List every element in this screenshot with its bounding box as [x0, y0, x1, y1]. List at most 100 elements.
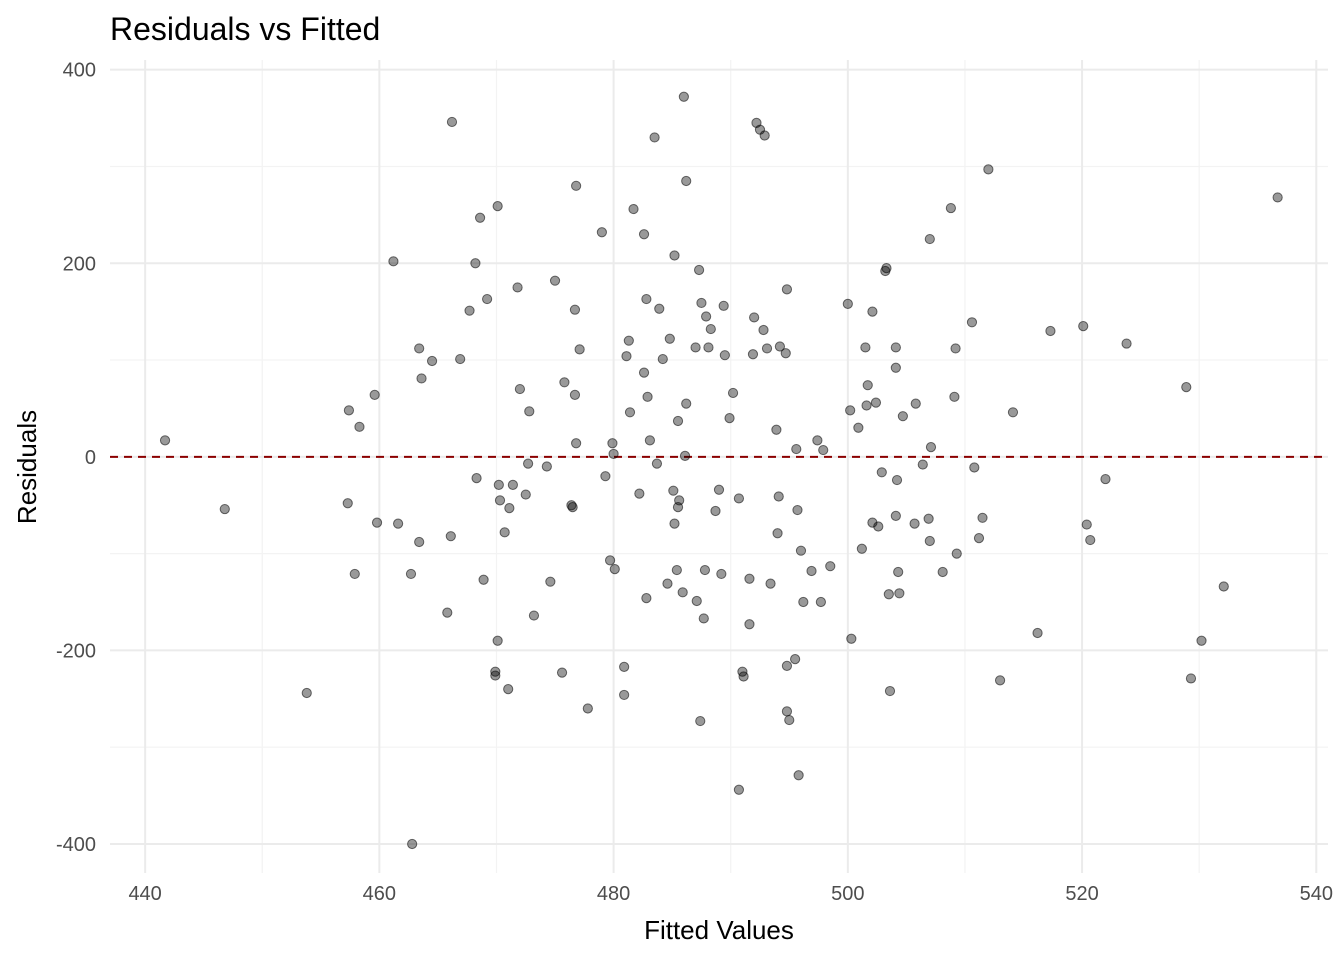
- data-point: [641, 593, 652, 604]
- data-point: [559, 377, 570, 388]
- data-point: [705, 323, 716, 335]
- data-point: [818, 444, 829, 456]
- data-point: [713, 484, 725, 495]
- data-point: [455, 353, 466, 365]
- data-point: [669, 250, 680, 261]
- data-point: [504, 503, 515, 514]
- data-point: [446, 116, 458, 128]
- data-point: [825, 561, 836, 572]
- data-point: [672, 415, 684, 427]
- data-point: [407, 838, 418, 850]
- data-point: [642, 391, 653, 402]
- data-point: [662, 578, 673, 589]
- data-point: [950, 343, 961, 354]
- data-point: [812, 435, 823, 446]
- data-point: [890, 362, 901, 373]
- data-point: [727, 387, 739, 399]
- data-point: [471, 473, 482, 484]
- data-point: [569, 304, 581, 315]
- data-point: [619, 661, 630, 672]
- data-point: [724, 413, 735, 424]
- data-point: [677, 587, 688, 598]
- data-point: [668, 485, 679, 496]
- data-point: [342, 498, 353, 509]
- data-point: [983, 164, 994, 175]
- data-point: [528, 610, 540, 621]
- data-point: [638, 229, 650, 240]
- data-point: [414, 343, 425, 354]
- data-point: [474, 212, 486, 223]
- data-point: [772, 528, 783, 539]
- data-point: [781, 660, 793, 671]
- data-point: [369, 389, 380, 400]
- data-point: [699, 564, 711, 576]
- data-point: [478, 574, 489, 585]
- data-point: [600, 471, 611, 482]
- data-point: [795, 545, 807, 556]
- data-point: [910, 398, 921, 409]
- x-tick-label: 500: [831, 883, 864, 905]
- data-point: [604, 555, 616, 566]
- data-point: [567, 502, 578, 513]
- data-point: [891, 474, 903, 486]
- data-point: [698, 613, 709, 624]
- chart-title: Residuals vs Fitted: [110, 11, 380, 47]
- data-point: [574, 344, 585, 355]
- data-point: [493, 479, 504, 490]
- data-point: [883, 589, 894, 600]
- data-point: [681, 398, 692, 409]
- data-point: [490, 666, 501, 677]
- y-tick-label: 400: [63, 60, 96, 82]
- data-point: [649, 132, 660, 143]
- data-point: [966, 317, 978, 328]
- data-point: [925, 442, 937, 453]
- data-point: [623, 335, 634, 346]
- data-point: [733, 493, 745, 504]
- data-point: [867, 517, 878, 528]
- data-point: [644, 435, 656, 446]
- data-point: [596, 227, 607, 238]
- data-point: [856, 543, 867, 554]
- data-point: [571, 180, 582, 191]
- y-tick-label: 200: [63, 253, 96, 275]
- data-point: [490, 670, 501, 681]
- y-axis-ticks: -400 -200 0 200 400: [56, 60, 96, 856]
- data-point: [798, 596, 809, 608]
- data-point: [523, 458, 534, 469]
- data-point: [619, 689, 630, 701]
- data-point: [890, 510, 901, 521]
- data-point: [1181, 382, 1192, 393]
- data-point: [1032, 627, 1043, 639]
- data-point: [806, 565, 817, 577]
- data-point: [718, 300, 729, 311]
- data-point: [690, 342, 701, 353]
- data-point: [862, 380, 873, 391]
- data-point: [503, 684, 514, 695]
- data-point: [654, 303, 665, 314]
- data-point: [792, 504, 803, 516]
- data-point: [846, 633, 857, 644]
- data-point: [514, 383, 526, 395]
- data-point: [657, 353, 668, 365]
- data-point: [393, 518, 404, 529]
- data-point: [781, 706, 793, 717]
- data-point: [651, 458, 663, 469]
- data-point: [1078, 321, 1089, 332]
- data-point: [793, 770, 804, 781]
- data-point: [1185, 673, 1197, 684]
- data-point: [860, 342, 871, 353]
- x-tick-label: 540: [1300, 883, 1333, 905]
- data-point: [507, 479, 518, 490]
- y-tick-label: -200: [56, 640, 96, 662]
- data-point: [969, 462, 980, 473]
- data-point: [780, 348, 791, 359]
- data-point: [758, 324, 769, 336]
- data-point: [492, 201, 503, 212]
- data-point: [354, 421, 365, 432]
- data-point: [219, 503, 230, 515]
- data-point: [607, 438, 618, 449]
- data-point: [1045, 325, 1056, 337]
- data-point: [549, 275, 561, 286]
- data-point: [569, 389, 581, 400]
